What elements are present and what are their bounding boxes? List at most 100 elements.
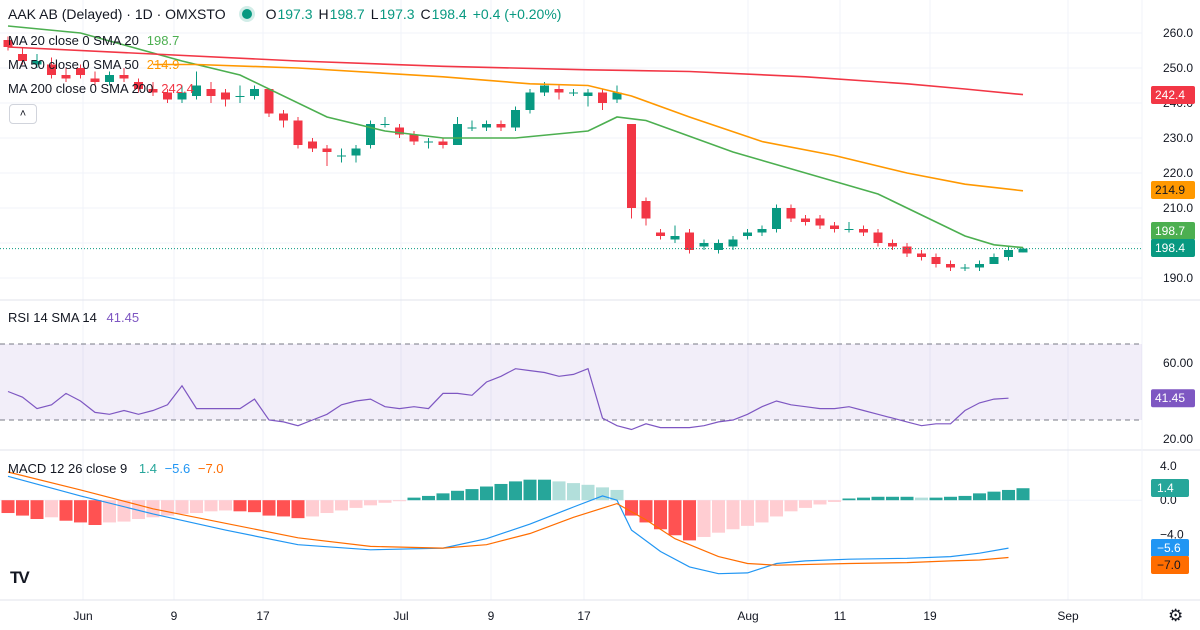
- macd-legend-name: MACD 12 26 close 9: [8, 461, 128, 476]
- macd-hist-bar: [175, 500, 189, 514]
- macd-hist-bar: [1002, 489, 1015, 501]
- macd-hist-bar: [987, 491, 1001, 501]
- low-label: L: [370, 6, 379, 22]
- price-tick-label: 220.0: [1163, 166, 1193, 180]
- macd-label-box: [1151, 479, 1189, 497]
- ma-line-200: [7, 46, 1024, 96]
- macd-hist-bar: [944, 496, 957, 501]
- macd-hist-bar: [480, 486, 493, 501]
- macd-hist-bar: [59, 500, 73, 521]
- macd-hist-bar: [465, 489, 479, 501]
- macd-value-label: 1.4: [1157, 481, 1174, 495]
- legend-ma20[interactable]: MA 20 close 0 SMA 20 198.7: [8, 33, 179, 48]
- candle-body: [453, 124, 462, 145]
- gear-icon[interactable]: ⚙: [1168, 606, 1184, 625]
- macd-hist-bar: [422, 495, 435, 501]
- candle-body: [670, 236, 680, 240]
- macd-hist-bar: [364, 500, 377, 506]
- candle-body: [699, 243, 709, 247]
- legend-ma50-value: 214.9: [146, 57, 180, 72]
- macd-hist-bar: [755, 500, 769, 523]
- price-label: 214.9: [1155, 183, 1185, 197]
- candle-body: [337, 155, 346, 157]
- macd-hist-bar: [654, 500, 667, 530]
- symbol-title[interactable]: AAK AB (Delayed) · 1D · OMXSTO: [8, 6, 226, 22]
- macd-hist-bar: [813, 500, 827, 505]
- candle-body: [525, 92, 535, 110]
- close-value: 198.4: [431, 6, 467, 22]
- rsi-band-fill: [0, 344, 1142, 420]
- collapse-legend-button[interactable]: ˄: [9, 104, 37, 124]
- candle-body: [61, 75, 71, 79]
- macd-hist-bar: [291, 500, 305, 519]
- candle-body: [728, 239, 738, 247]
- rsi-label-box: [1151, 389, 1195, 408]
- candle-body: [656, 232, 665, 236]
- macd-line-signal: [7, 471, 1009, 566]
- candle-body: [366, 124, 375, 145]
- candle-body: [598, 92, 607, 103]
- candle-body: [873, 232, 883, 243]
- time-tick-label: Jul: [393, 609, 408, 623]
- price-tick-label: 210.0: [1163, 201, 1193, 215]
- candle-body: [250, 89, 259, 96]
- candle-body: [163, 92, 172, 100]
- macd-hist-bar: [581, 484, 595, 501]
- macd-hist-bar: [1, 500, 15, 514]
- candle-body: [148, 89, 158, 93]
- macd-hist-bar: [523, 479, 537, 501]
- close-label: C: [420, 6, 431, 22]
- rsi-legend[interactable]: RSI 14 SMA 14 41.45: [8, 310, 140, 325]
- macd-hist-bar: [1016, 488, 1030, 501]
- macd-value-label: −5.6: [1157, 541, 1181, 555]
- candle-body: [395, 127, 404, 135]
- candle-body: [917, 253, 926, 257]
- candle-body: [1018, 248, 1028, 253]
- candle-body: [279, 113, 288, 121]
- candle-body: [743, 232, 752, 236]
- macd-hist-bar: [610, 489, 624, 501]
- macd-legend-value-1: 1.4: [138, 461, 157, 476]
- legend-ma50[interactable]: MA 50 close 0 SMA 50 214.9: [8, 57, 179, 72]
- macd-hist-bar: [451, 490, 464, 501]
- price-label-box: [1151, 86, 1195, 104]
- candle-body: [946, 264, 955, 268]
- macd-hist-bar: [625, 500, 638, 516]
- macd-legend[interactable]: MACD 12 26 close 9 1.4 −5.6 −7.0: [8, 461, 224, 476]
- tradingview-logo[interactable]: TV: [10, 568, 30, 587]
- rsi-tick-label: 60.00: [1163, 356, 1193, 370]
- legend-ma200-name: MA 200 close 0 SMA 200: [8, 81, 154, 96]
- candle-body: [612, 92, 622, 100]
- macd-value-label: −7.0: [1157, 558, 1181, 572]
- macd-hist-bar: [552, 481, 566, 501]
- macd-label-box: [1151, 539, 1189, 557]
- macd-hist-bar: [349, 500, 363, 508]
- rsi-legend-value: 41.45: [106, 310, 140, 325]
- macd-hist-bar: [103, 500, 116, 523]
- macd-hist-bar: [770, 500, 783, 517]
- macd-hist-bar: [567, 483, 580, 501]
- macd-hist-bar: [204, 500, 218, 512]
- candle-body: [308, 141, 317, 149]
- time-tick-label: Aug: [737, 609, 758, 623]
- price-label-box: [1151, 181, 1195, 199]
- legend-ma200[interactable]: MA 200 close 0 SMA 200 242.4: [8, 81, 194, 96]
- candle-body: [989, 257, 999, 264]
- macd-hist-bar: [320, 500, 334, 514]
- price-label: 198.4: [1155, 241, 1185, 255]
- candle-body: [1004, 250, 1013, 257]
- macd-hist-bar: [828, 500, 841, 502]
- macd-hist-bar: [683, 500, 696, 541]
- rsi-legend-name: RSI 14 SMA 14: [8, 310, 97, 325]
- candle-body: [380, 124, 390, 125]
- candle-body: [134, 82, 143, 89]
- candle-body: [627, 124, 636, 208]
- macd-hist-bar: [393, 500, 406, 502]
- legend-ma200-value: 242.4: [161, 81, 194, 96]
- macd-hist-bar: [900, 496, 914, 501]
- price-label-box: [1151, 239, 1195, 257]
- macd-hist-bar: [886, 496, 899, 501]
- candle-body: [496, 124, 506, 128]
- rsi-tick-label: 20.00: [1163, 432, 1193, 446]
